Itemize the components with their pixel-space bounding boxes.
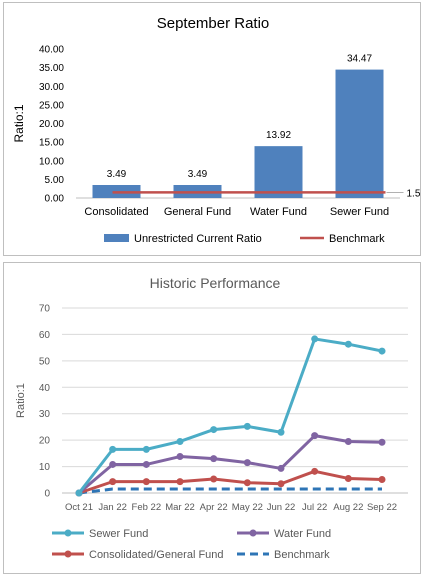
- legend-label: Water Fund: [274, 528, 331, 540]
- data-point: [109, 478, 117, 486]
- x-tick-label: Water Fund: [250, 206, 307, 218]
- x-tick-label: Jan 22: [98, 502, 127, 513]
- data-point: [243, 459, 251, 467]
- y-tick-label: 25.00: [39, 100, 64, 111]
- series-line: [78, 487, 382, 495]
- y-tick-label: 5.00: [45, 175, 65, 186]
- bar-data-label: 34.47: [347, 54, 372, 65]
- data-point: [243, 479, 251, 487]
- data-point: [142, 445, 150, 453]
- historic-performance-chart-panel: Historic Performance Ratio:1 0 10 20 30 40 50 60…: [3, 262, 421, 574]
- y-tick-label: 0: [44, 489, 50, 500]
- x-tick-label: Sewer Fund: [330, 206, 389, 218]
- series-line: [78, 469, 383, 495]
- data-point: [210, 426, 218, 434]
- data-point: [75, 489, 83, 497]
- bar-data-label: 13.92: [266, 130, 291, 141]
- series-line: [77, 337, 383, 494]
- legend-label: Benchmark: [329, 233, 385, 245]
- legend-label: Sewer Fund: [89, 528, 148, 540]
- data-point: [243, 422, 251, 430]
- y-tick-label: 15.00: [39, 138, 64, 149]
- y-tick-label: 40.00: [39, 45, 64, 56]
- y-tick-label: 35.00: [39, 63, 64, 74]
- bar: [335, 69, 384, 199]
- data-point: [311, 467, 319, 475]
- data-point: [109, 445, 117, 453]
- x-tick-label: Sep 22: [367, 502, 397, 513]
- y-tick-label: 20: [39, 436, 51, 447]
- legend-swatch-marker: [64, 550, 72, 558]
- x-tick-label: Consolidated: [84, 206, 148, 218]
- september-ratio-chart-panel: September Ratio Ratio:1 0.00 5.00 10.00 15.00…: [3, 2, 421, 256]
- data-point: [176, 437, 184, 445]
- data-point: [277, 480, 285, 488]
- benchmark-data-label: 1.5: [407, 188, 421, 199]
- y-tick-label: 40: [39, 383, 51, 394]
- data-point: [142, 478, 150, 486]
- bar-data-label: 3.49: [107, 169, 127, 180]
- data-point: [344, 437, 352, 445]
- x-tick-label: Oct 21: [65, 502, 93, 513]
- x-tick-label: Mar 22: [165, 502, 195, 513]
- y-tick-label: 30.00: [39, 82, 64, 93]
- data-point: [378, 438, 386, 446]
- data-point: [311, 335, 319, 343]
- legend-label: Consolidated/General Fund: [89, 549, 224, 561]
- data-point: [176, 478, 184, 486]
- series-line: [78, 434, 383, 495]
- x-tick-label: Apr 22: [200, 502, 228, 513]
- legend-label: Unrestricted Current Ratio: [134, 233, 262, 245]
- data-point: [344, 474, 352, 482]
- y-tick-label: 60: [39, 330, 51, 341]
- data-point: [142, 460, 150, 468]
- x-tick-label: Aug 22: [333, 502, 363, 513]
- x-tick-label: Jun 22: [267, 502, 296, 513]
- september-ratio-chart: September Ratio Ratio:1 0.00 5.00 10.00 15.00…: [12, 15, 421, 245]
- data-point: [344, 340, 352, 348]
- data-point: [378, 476, 386, 484]
- y-tick-label: 10.00: [39, 156, 64, 167]
- data-point: [311, 432, 319, 440]
- data-point: [378, 347, 386, 355]
- x-tick-label: Jul 22: [302, 502, 327, 513]
- legend-label: Benchmark: [274, 549, 330, 561]
- y-axis-label: Ratio:1: [15, 383, 27, 418]
- y-axis-label: Ratio:1: [12, 104, 26, 142]
- y-tick-label: 0.00: [45, 194, 65, 205]
- y-tick-label: 70: [39, 304, 51, 315]
- y-tick-label: 20.00: [39, 119, 64, 130]
- y-tick-label: 50: [39, 356, 51, 367]
- x-tick-label: May 22: [232, 502, 263, 513]
- y-tick-label: 30: [39, 409, 51, 420]
- x-tick-label: Feb 22: [132, 502, 162, 513]
- data-point: [210, 475, 218, 483]
- data-point: [277, 428, 285, 436]
- data-point: [176, 453, 184, 461]
- historic-performance-chart: Historic Performance Ratio:1 0 10 20 30 40 50 60…: [15, 275, 408, 561]
- bar: [254, 146, 303, 198]
- legend-swatch-bar: [104, 234, 129, 242]
- legend-swatch-marker: [64, 529, 72, 537]
- data-point: [109, 460, 117, 468]
- x-tick-label: General Fund: [164, 206, 231, 218]
- y-tick-label: 10: [39, 462, 51, 473]
- legend-swatch-marker: [249, 529, 257, 537]
- chart-title: September Ratio: [157, 15, 270, 32]
- chart-title: Historic Performance: [150, 275, 281, 291]
- bar-data-label: 3.49: [188, 169, 208, 180]
- data-point: [277, 464, 285, 472]
- data-point: [210, 455, 218, 463]
